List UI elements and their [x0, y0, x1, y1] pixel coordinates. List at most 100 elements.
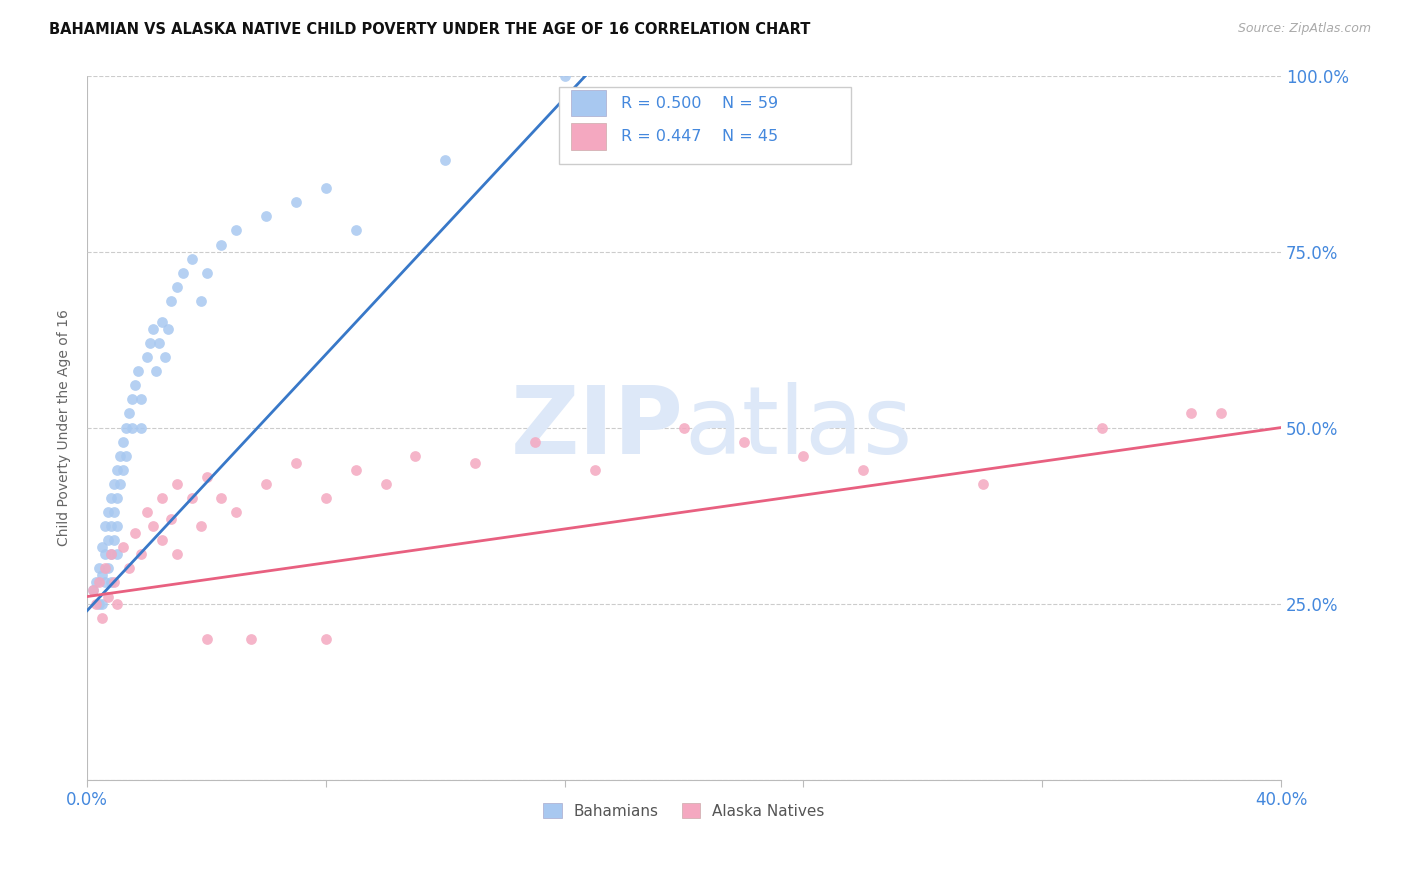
Point [105, 491, 128, 505]
Point [91, 541, 114, 555]
Point [103, 533, 125, 548]
Point [108, 449, 131, 463]
Point [124, 526, 146, 541]
Point [211, 237, 233, 252]
Point [135, 350, 157, 364]
Point [190, 519, 212, 533]
Point [84, 575, 107, 590]
Point [1211, 407, 1233, 421]
FancyBboxPatch shape [558, 87, 851, 163]
Point [254, 210, 277, 224]
Point [121, 392, 143, 407]
Point [103, 575, 125, 590]
Point [150, 315, 173, 329]
Point [100, 547, 122, 561]
Bar [571, 89, 606, 116]
Point [108, 476, 131, 491]
Point [153, 350, 176, 364]
Point [129, 547, 152, 561]
Point [150, 491, 173, 505]
Point [82, 582, 104, 597]
Point [97, 533, 120, 548]
Point [97, 590, 120, 604]
Point [105, 547, 128, 561]
Point [225, 505, 247, 519]
Point [139, 336, 162, 351]
Point [105, 519, 128, 533]
Text: ZIP: ZIP [512, 382, 685, 474]
Point [150, 533, 173, 548]
Point [190, 293, 212, 308]
Point [583, 463, 606, 477]
Point [792, 449, 814, 463]
Point [115, 420, 138, 434]
Point [94, 547, 117, 561]
Point [124, 378, 146, 392]
Point [344, 223, 367, 237]
Point [315, 632, 337, 646]
Point [94, 575, 117, 590]
Text: Source: ZipAtlas.com: Source: ZipAtlas.com [1237, 22, 1371, 36]
Point [195, 470, 218, 484]
Point [374, 476, 396, 491]
Point [100, 519, 122, 533]
Point [111, 541, 134, 555]
Point [111, 434, 134, 449]
Point [94, 519, 117, 533]
Text: R = 0.447    N = 45: R = 0.447 N = 45 [621, 129, 778, 144]
Point [180, 491, 202, 505]
Point [852, 463, 875, 477]
Text: R = 0.500    N = 59: R = 0.500 N = 59 [621, 95, 778, 111]
Point [240, 632, 263, 646]
Point [1091, 420, 1114, 434]
Point [129, 392, 152, 407]
Point [195, 266, 218, 280]
Point [464, 456, 486, 470]
Point [285, 456, 308, 470]
Point [118, 561, 141, 575]
Point [1180, 407, 1202, 421]
Point [135, 505, 157, 519]
Point [225, 223, 247, 237]
Point [111, 463, 134, 477]
Point [129, 420, 152, 434]
Point [84, 597, 107, 611]
Point [523, 434, 546, 449]
Bar [571, 123, 606, 150]
Point [315, 491, 337, 505]
Point [315, 181, 337, 195]
Point [142, 519, 165, 533]
Point [172, 266, 194, 280]
Legend: Bahamians, Alaska Natives: Bahamians, Alaska Natives [537, 797, 831, 825]
Point [166, 476, 188, 491]
Point [142, 322, 165, 336]
Point [97, 561, 120, 575]
Point [180, 252, 202, 266]
Point [156, 322, 179, 336]
Point [195, 632, 218, 646]
Point [159, 293, 181, 308]
Point [87, 597, 110, 611]
Point [166, 547, 188, 561]
Point [211, 491, 233, 505]
Point [121, 420, 143, 434]
Point [145, 364, 167, 378]
Point [148, 336, 170, 351]
Point [254, 476, 277, 491]
Point [103, 476, 125, 491]
Point [97, 505, 120, 519]
Point [159, 512, 181, 526]
Point [87, 561, 110, 575]
Point [87, 575, 110, 590]
Point [673, 420, 696, 434]
Point [733, 434, 755, 449]
Point [118, 407, 141, 421]
Point [100, 547, 122, 561]
Point [94, 561, 117, 575]
Point [100, 575, 122, 590]
Point [434, 153, 457, 167]
Y-axis label: Child Poverty Under the Age of 16: Child Poverty Under the Age of 16 [58, 310, 72, 546]
Text: atlas: atlas [685, 382, 912, 474]
Point [105, 597, 128, 611]
Point [105, 463, 128, 477]
